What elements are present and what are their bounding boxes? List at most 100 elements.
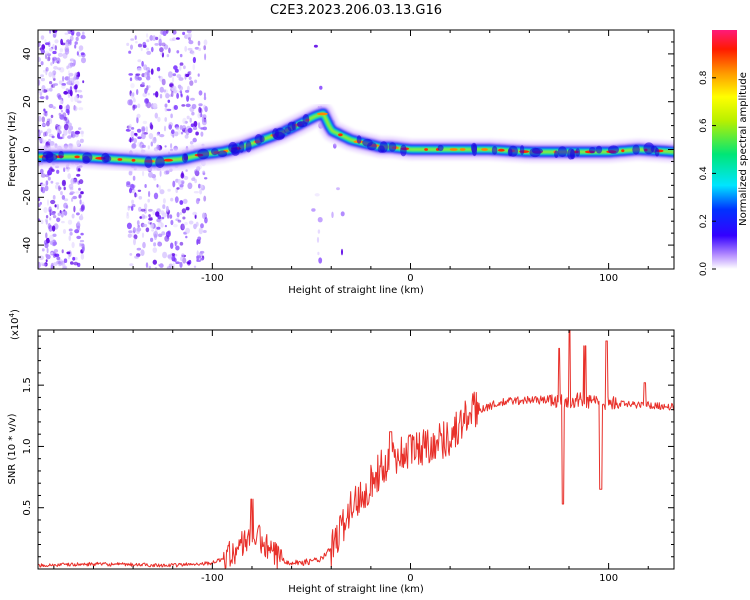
ridge-blob (519, 145, 525, 155)
noise-speck (196, 166, 201, 172)
noise-speck (179, 200, 184, 205)
noise-speck (133, 98, 136, 103)
noise-speck (180, 256, 184, 262)
noise-speck (45, 95, 49, 100)
noise-speck (81, 131, 84, 137)
noise-speck (200, 223, 204, 229)
noise-speck (159, 134, 165, 138)
noise-speck (171, 76, 175, 83)
y-tick-label: 0.5 (22, 500, 33, 516)
noise-speck (169, 94, 173, 97)
noise-speck (40, 35, 45, 40)
noise-speck (145, 126, 148, 133)
noise-speck (49, 141, 55, 146)
noise-speck (136, 220, 140, 226)
noise-speck (136, 67, 142, 72)
noise-speck (156, 184, 159, 188)
noise-speck (148, 133, 154, 140)
noise-speck (80, 34, 86, 40)
ridge-peak (74, 155, 80, 159)
noise-speck (126, 214, 130, 219)
noise-speck (78, 167, 81, 172)
noise-speck (180, 131, 184, 135)
noise-speck (148, 171, 153, 178)
noise-speck (45, 68, 48, 76)
noise-speck (63, 90, 69, 95)
noise-speck (175, 126, 180, 130)
x-tick-label: -100 (201, 273, 224, 284)
noise-speck (58, 80, 63, 85)
noise-speck (129, 137, 132, 143)
noise-speck (57, 132, 60, 139)
noise-speck (63, 210, 68, 216)
ridge-peak (621, 149, 625, 153)
noise-speck (178, 86, 184, 91)
noise-speck (78, 127, 82, 130)
noise-speck (146, 47, 150, 51)
noise-speck (46, 128, 52, 134)
noise-speck (171, 255, 176, 262)
noise-speck (199, 250, 205, 254)
noise-speck (148, 208, 153, 212)
noise-speck (43, 240, 48, 245)
ridge-peak (481, 148, 488, 151)
ridge-blob (608, 145, 619, 154)
noise-speck (130, 130, 135, 138)
noise-speck (58, 261, 62, 265)
noise-speck (67, 30, 71, 33)
noise-speck (188, 71, 192, 76)
noise-speck (171, 129, 175, 135)
noise-speck (198, 183, 201, 189)
noise-speck (136, 128, 142, 133)
noise-speck (82, 80, 85, 84)
noise-speck (49, 87, 53, 92)
noise-speck (154, 266, 158, 269)
noise-speck (45, 259, 48, 263)
y-tick-label: 1.0 (22, 438, 33, 454)
noise-speck (79, 239, 85, 243)
noise-speck (50, 114, 54, 119)
noise-speck (141, 82, 145, 85)
noise-speck (159, 47, 164, 53)
ridge-peak (316, 112, 328, 116)
noise-speck (162, 198, 166, 204)
ridge-blob (529, 147, 541, 158)
noise-speck (173, 105, 178, 110)
noise-speck (157, 116, 161, 122)
noise-speck (126, 212, 129, 216)
noise-speck (141, 60, 144, 67)
noise-speck (52, 262, 59, 266)
noise-speck (193, 120, 198, 128)
noise-speck (176, 211, 180, 218)
noise-speck (59, 114, 65, 120)
noise-speck (67, 219, 73, 225)
ridge-blob (595, 145, 603, 154)
spectrogram-ticks: -100 0 100 -40 -20 0 20 40 (22, 29, 674, 284)
noise-speck (75, 36, 79, 42)
noise-speck (192, 56, 196, 64)
noise-speck (178, 77, 184, 81)
noise-speck (203, 45, 206, 51)
noise-speck (181, 253, 185, 258)
noise-speck (56, 256, 61, 261)
noise-speck (167, 99, 171, 104)
colorbar-tick-label: 0.0 (699, 262, 709, 277)
noise-speck (184, 127, 187, 134)
noise-speck (78, 107, 84, 111)
colorbar-tick-label: 0.2 (699, 214, 709, 228)
noise-speck (58, 263, 61, 267)
noise-speck (165, 205, 169, 212)
noise-speck (153, 242, 157, 247)
noise-speck (194, 178, 198, 184)
noise-speck (135, 41, 138, 44)
noise-speck (179, 261, 183, 268)
spectrogram-marks (38, 30, 674, 269)
noise-speck (146, 50, 152, 55)
noise-speck (172, 134, 175, 138)
noise-speck (39, 137, 44, 143)
noise-speck (186, 115, 190, 120)
noise-speck (59, 48, 64, 53)
noise-speck (130, 44, 133, 50)
noise-speck (198, 126, 201, 129)
